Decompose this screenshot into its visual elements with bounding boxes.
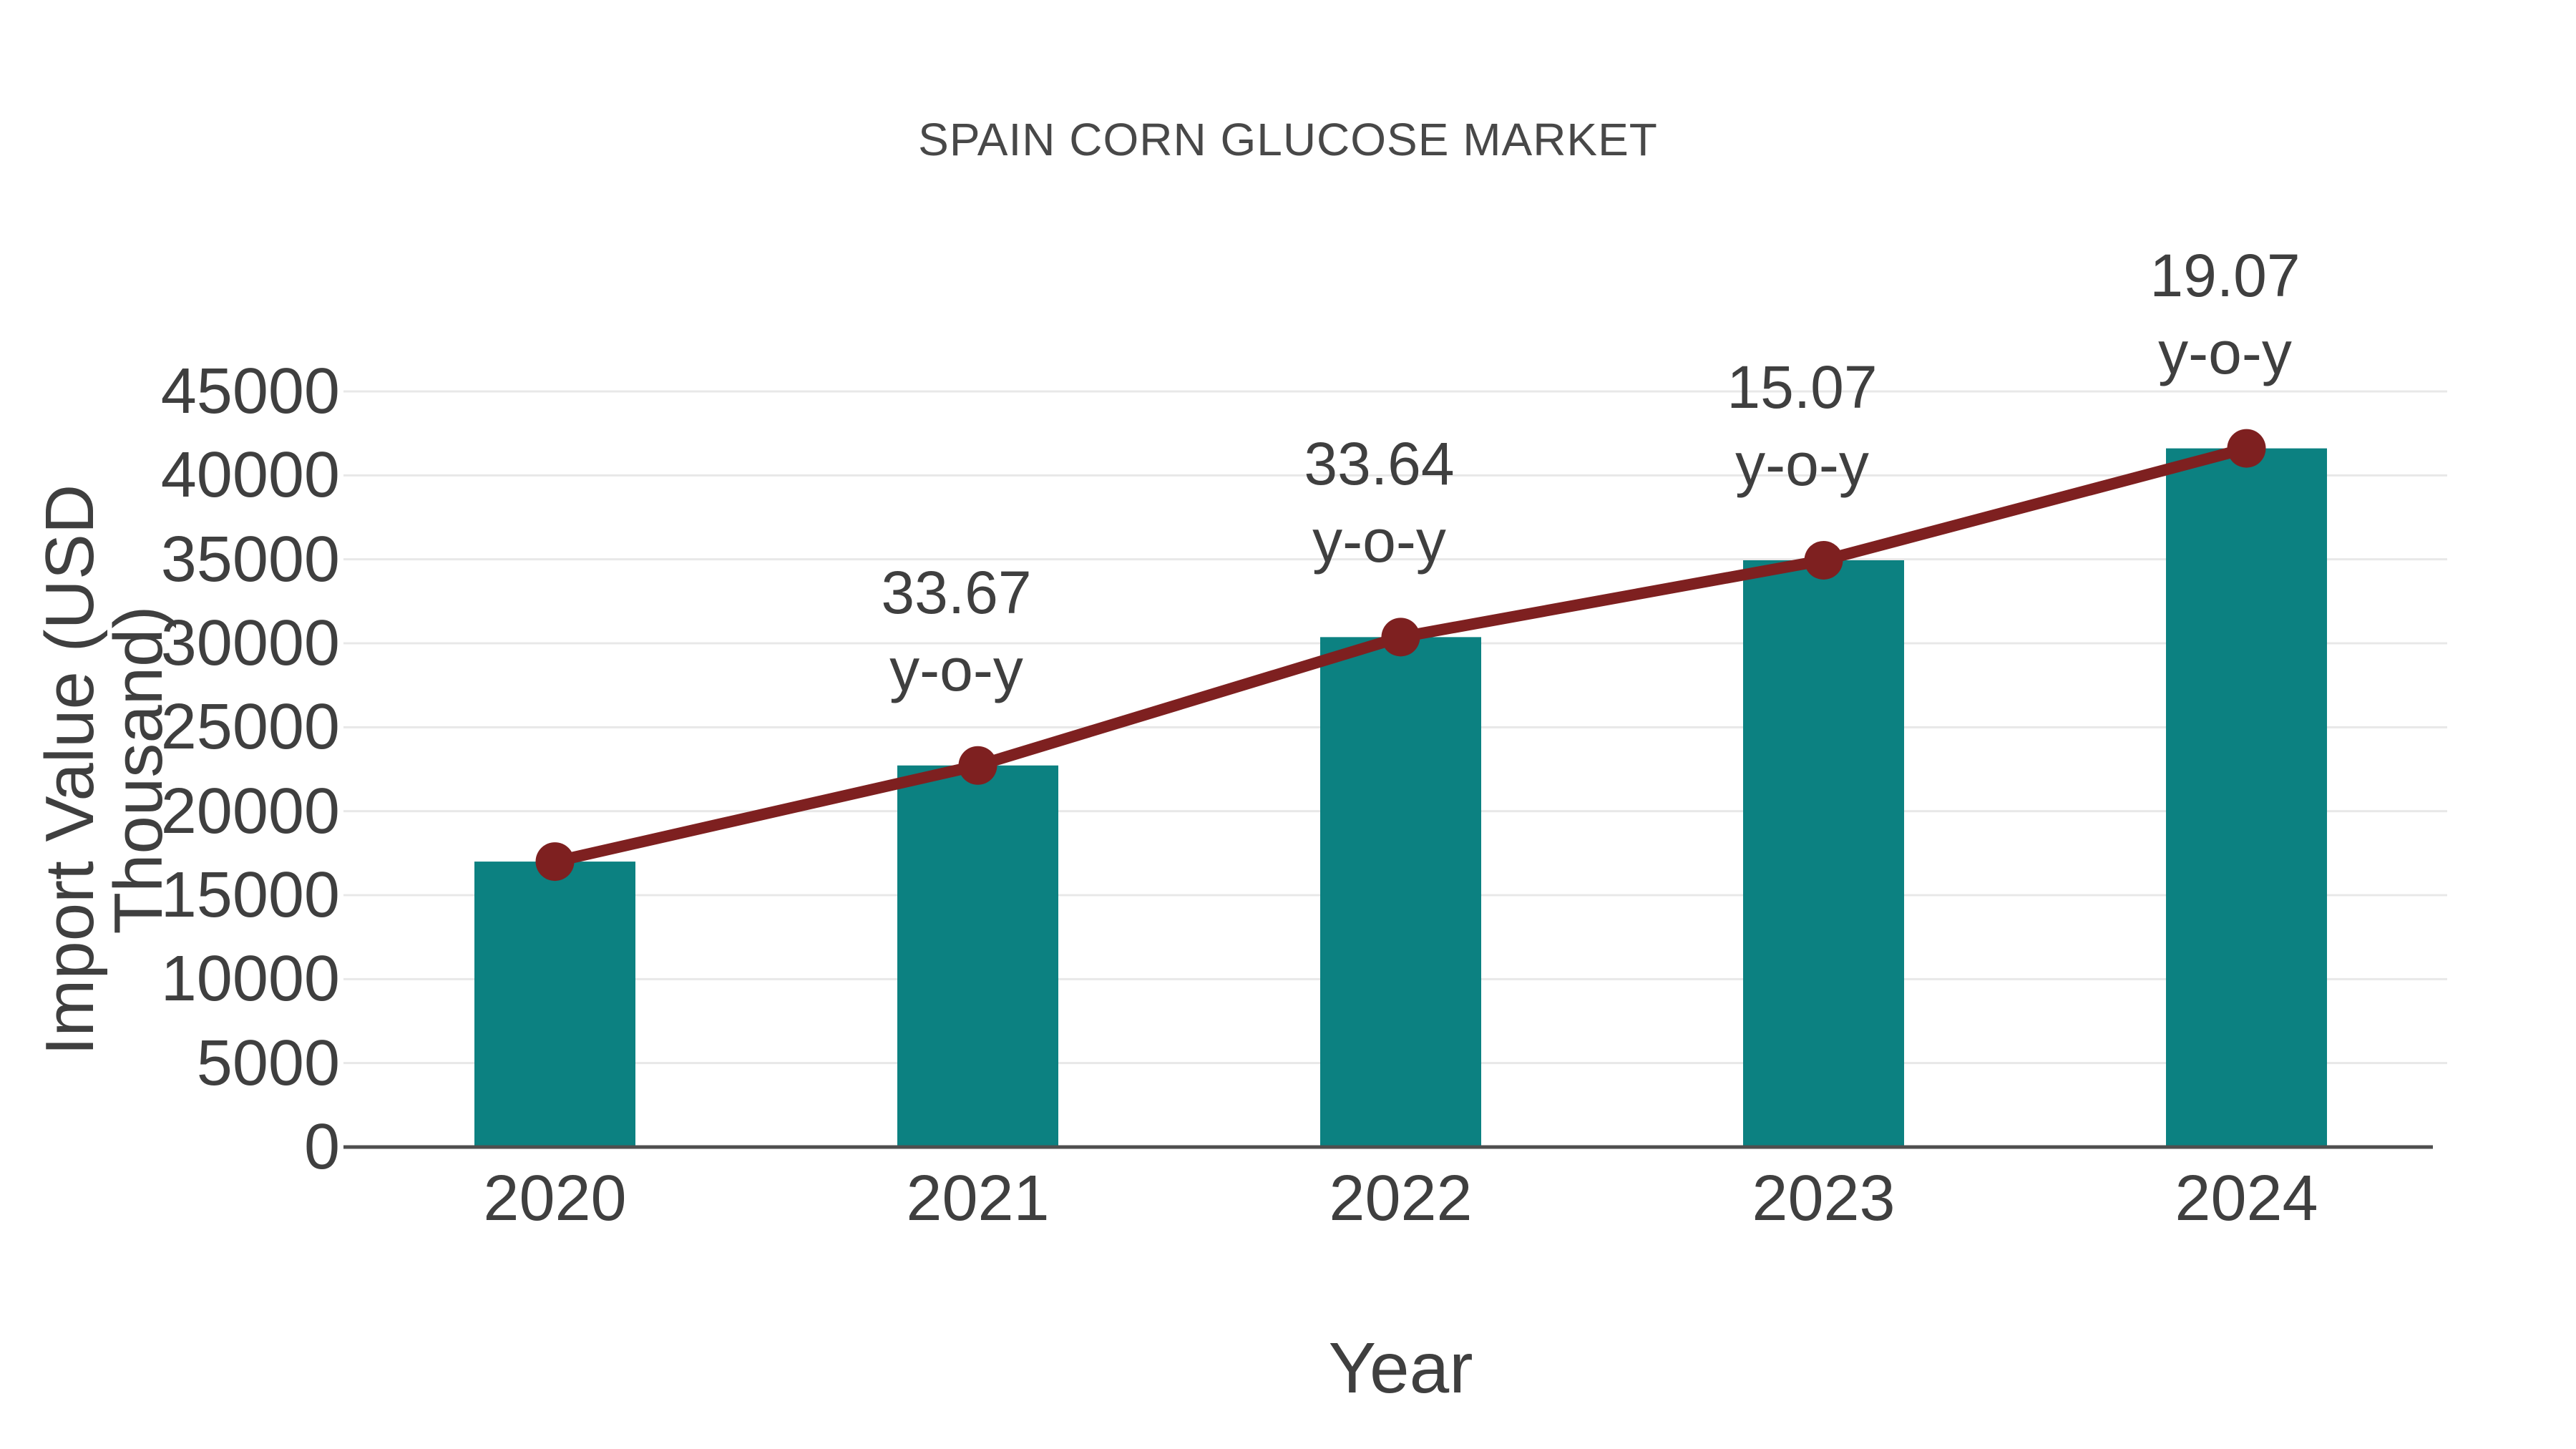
annotation-value: 15.07: [1727, 353, 1878, 421]
annotation-2024: 19.07 y-o-y: [2039, 237, 2411, 391]
y-tick-label-30000: 30000: [160, 608, 340, 679]
y-tick-label-15000: 15000: [160, 859, 340, 931]
annotation-2021: 33.67 y-o-y: [771, 554, 1143, 708]
annotation-value: 19.07: [2150, 241, 2301, 309]
x-tick-label-2023: 2023: [1752, 1163, 1896, 1234]
trend-marker-2020: [535, 842, 575, 882]
annotation-suffix: y-o-y: [889, 635, 1023, 703]
annotation-value: 33.67: [881, 558, 1032, 626]
y-tick-label-20000: 20000: [160, 775, 340, 847]
y-axis-title: Import Value (USD Thousand): [31, 484, 177, 1056]
x-tick-label-2022: 2022: [1329, 1163, 1473, 1234]
y-tick-label-10000: 10000: [160, 943, 340, 1015]
annotation-2023: 15.07 y-o-y: [1616, 348, 1989, 503]
y-tick-label-45000: 45000: [160, 356, 340, 427]
bar-2024: [2166, 448, 2327, 1147]
annotation-suffix: y-o-y: [1735, 430, 1869, 498]
y-tick-label-5000: 5000: [196, 1027, 340, 1099]
annotation-2022: 33.64 y-o-y: [1194, 425, 1566, 580]
y-tick-label-0: 0: [303, 1111, 340, 1183]
y-tick-label-25000: 25000: [160, 691, 340, 763]
bar-2020: [474, 862, 635, 1147]
trend-marker-2024: [2227, 429, 2266, 468]
annotation-suffix: y-o-y: [2158, 318, 2292, 386]
bar-2023: [1743, 560, 1904, 1147]
y-tick-label-40000: 40000: [160, 439, 340, 512]
annotation-suffix: y-o-y: [1312, 507, 1446, 575]
annotation-value: 33.64: [1304, 430, 1455, 498]
y-tick-label-35000: 35000: [160, 523, 340, 595]
x-tick-label-2021: 2021: [906, 1163, 1050, 1234]
bar-2022: [1320, 637, 1481, 1147]
bar-2021: [897, 765, 1058, 1147]
trend-marker-2021: [958, 746, 997, 785]
x-tick-label-2024: 2024: [2175, 1163, 2318, 1234]
x-axis-title: Year: [1328, 1328, 1473, 1408]
chart-title: SPAIN CORN GLUCOSE MARKET: [918, 114, 1658, 165]
x-tick-label-2020: 2020: [483, 1163, 627, 1234]
trend-marker-2022: [1381, 618, 1420, 657]
trend-marker-2023: [1804, 540, 1843, 580]
